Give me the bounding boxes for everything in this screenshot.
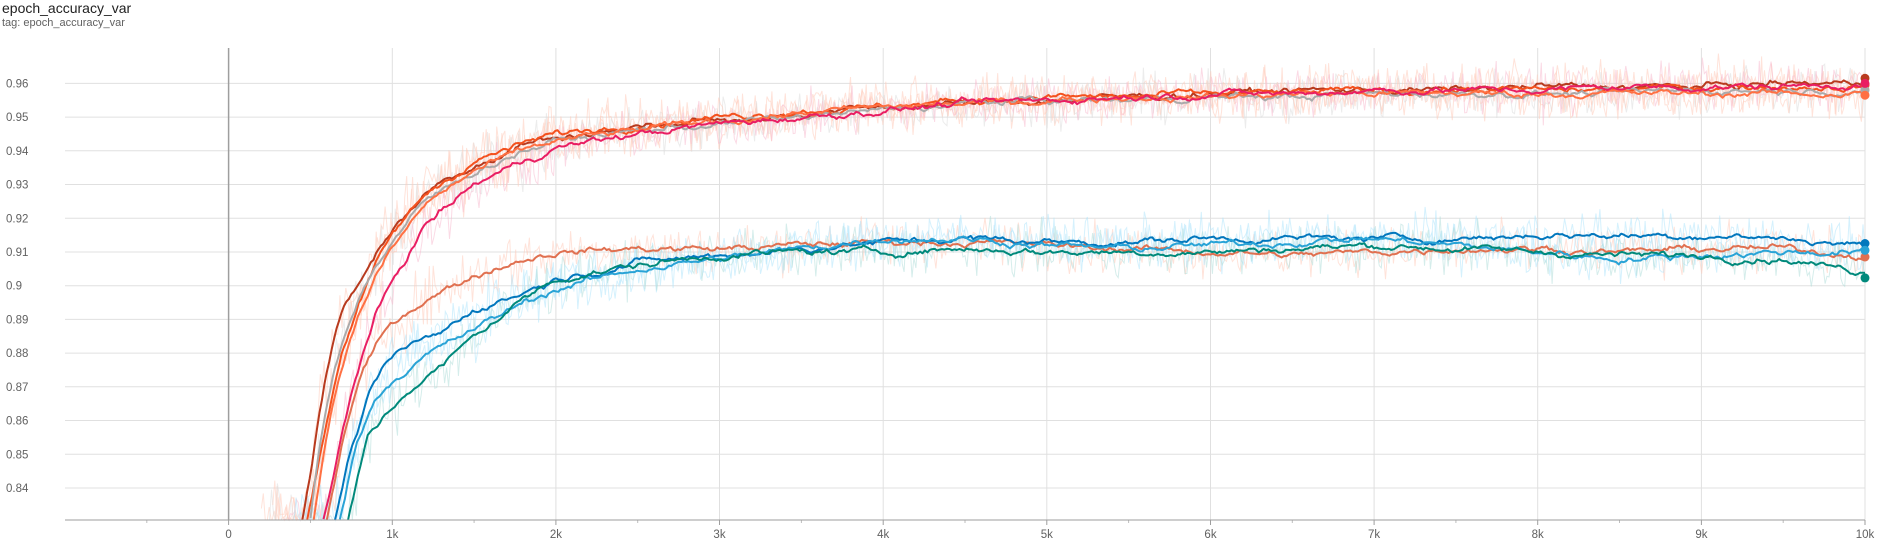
x-tick-label: 3k — [713, 529, 725, 541]
raw-series-line — [266, 63, 1866, 521]
raw-data-layer — [260, 53, 1866, 522]
y-tick-label: 0.95 — [6, 112, 28, 124]
x-tick-label: 2k — [550, 529, 562, 541]
y-tick-label: 0.93 — [6, 180, 28, 192]
x-tick-label: 4k — [877, 529, 889, 541]
smoothed-series-line[interactable] — [306, 83, 1865, 521]
y-tick-label: 0.96 — [6, 78, 28, 90]
smoothed-series-line[interactable] — [309, 86, 1865, 519]
x-tick-label: 7k — [1368, 529, 1380, 541]
smoothed-series-line[interactable] — [334, 231, 1865, 521]
raw-series-line — [260, 53, 1865, 521]
series-end-dot[interactable] — [1860, 245, 1870, 255]
smoothed-series-line[interactable] — [338, 235, 1865, 520]
y-tick-label: 0.88 — [6, 348, 28, 360]
y-tick-label: 0.92 — [6, 213, 28, 225]
x-tick-label: 8k — [1532, 529, 1544, 541]
y-tick-label: 0.91 — [6, 247, 28, 259]
y-axis: 0.84 0.85 0.86 0.87 0.88 0.89 0.9 0.91 0.92 0.93 0… — [6, 78, 29, 495]
y-tick-label: 0.86 — [6, 416, 28, 428]
smoothed-series-line[interactable] — [322, 82, 1866, 520]
smoothed-lines-layer — [301, 79, 1866, 521]
y-tick-label: 0.89 — [6, 314, 28, 326]
x-tick-label: 9k — [1695, 529, 1707, 541]
y-tick-label: 0.87 — [6, 382, 28, 394]
y-tick-label: 0.94 — [6, 146, 29, 158]
series-end-dot[interactable] — [1860, 90, 1870, 100]
chart-tag: tag: epoch_accuracy_var — [2, 17, 125, 29]
smoothed-series-line[interactable] — [325, 238, 1864, 521]
raw-series-line — [269, 63, 1865, 522]
smoothed-series-line[interactable] — [347, 242, 1866, 521]
y-tick-label: 0.84 — [6, 483, 29, 495]
x-tick-label: 0 — [225, 529, 231, 541]
x-tick-label: 5k — [1041, 529, 1053, 541]
grid-layer — [65, 48, 1866, 520]
y-tick-label: 0.9 — [6, 281, 22, 293]
raw-series-line — [272, 64, 1864, 522]
chart-title: epoch_accuracy_var — [2, 0, 132, 16]
end-dots-layer — [1860, 73, 1870, 283]
raw-series-line — [282, 57, 1864, 521]
series-end-dot[interactable] — [1860, 239, 1870, 248]
x-tick-label: 1k — [386, 529, 398, 541]
series-end-dot[interactable] — [1860, 252, 1870, 262]
x-tick-label: 10k — [1856, 529, 1875, 541]
series-end-dot[interactable] — [1860, 78, 1870, 88]
y-tick-label: 0.85 — [6, 449, 28, 461]
chart-card-header: epoch_accuracy_var tag: epoch_accuracy_v… — [2, 0, 131, 30]
x-axis: 0 1k 2k 3k 4k 5k 6k 7k 8k 9k 10k — [65, 519, 1875, 541]
series-end-dot[interactable] — [1860, 273, 1870, 283]
x-tick-label: 6k — [1204, 529, 1216, 541]
